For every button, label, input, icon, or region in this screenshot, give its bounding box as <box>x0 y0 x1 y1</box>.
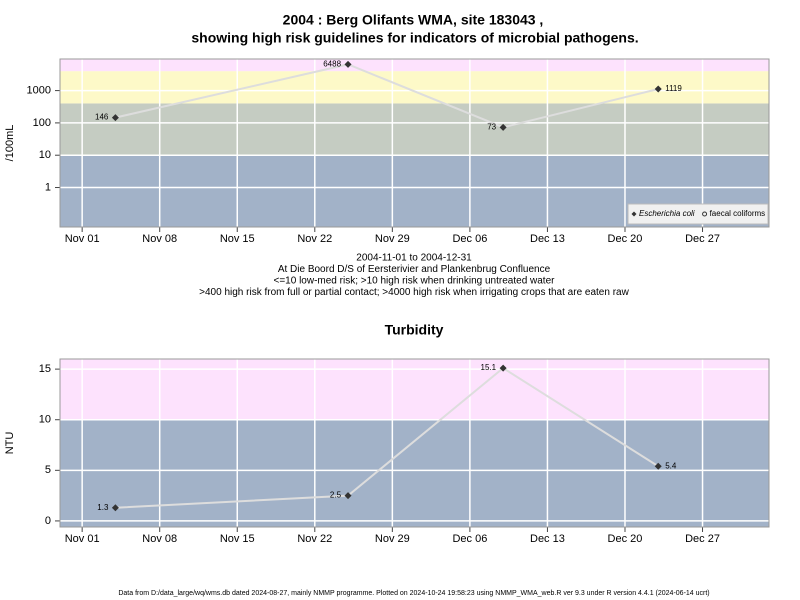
chart-title: 2004 : Berg Olifants WMA, site 183043 , <box>283 12 544 28</box>
legend-label: Escherichia coli <box>639 209 695 218</box>
value-label: 146 <box>95 113 109 122</box>
data-point <box>344 492 352 500</box>
x-tick-label: Dec 20 <box>608 533 643 545</box>
value-label: 1119 <box>665 84 682 93</box>
risk-band <box>60 71 769 104</box>
x-tick-label: Nov 15 <box>220 533 255 545</box>
value-label: 6488 <box>323 59 341 68</box>
x-tick-label: Nov 01 <box>65 233 100 245</box>
y-tick-label: 15 <box>39 363 51 375</box>
legend-label: faecal coliforms <box>710 209 766 218</box>
x-tick-label: Dec 27 <box>685 533 720 545</box>
x-tick-label: Nov 29 <box>375 233 410 245</box>
value-label: 73 <box>487 122 496 131</box>
footer: Data from D:/data_large/wq/wms.db dated … <box>118 590 709 597</box>
series-line <box>115 63 659 129</box>
value-label: 5.4 <box>665 461 677 470</box>
y-tick-label: 10 <box>39 414 51 426</box>
x-tick-label: Nov 08 <box>142 533 177 545</box>
note: At Die Boord D/S of Eersterivier and Pla… <box>278 264 551 275</box>
chart-title: Turbidity <box>385 322 444 338</box>
y-axis-label: /100mL <box>4 125 16 162</box>
legend-marker <box>631 211 637 217</box>
y-tick-label: 10 <box>39 149 51 161</box>
y-tick-label: 0 <box>45 515 51 527</box>
note: <=10 low-med risk; >10 high risk when dr… <box>274 276 556 287</box>
chart-subtitle: showing high risk guidelines for indicat… <box>191 30 638 46</box>
x-tick-label: Nov 22 <box>297 233 332 245</box>
plot-frame <box>59 58 770 228</box>
value-label: 1.3 <box>97 503 109 512</box>
risk-band <box>60 59 769 72</box>
series-line <box>115 366 659 509</box>
y-axis-label: NTU <box>4 432 16 455</box>
data-point <box>499 123 507 131</box>
plot-frame <box>59 358 770 528</box>
x-tick-label: Dec 06 <box>452 533 487 545</box>
x-tick-label: Nov 01 <box>65 533 100 545</box>
risk-band <box>60 103 769 156</box>
value-label: 2.5 <box>330 491 342 500</box>
y-tick-label: 5 <box>45 464 51 476</box>
y-tick-label: 100 <box>33 117 51 129</box>
legend-marker <box>702 211 708 217</box>
risk-band <box>60 419 769 527</box>
data-point <box>499 364 507 372</box>
x-tick-label: Dec 06 <box>452 233 487 245</box>
y-tick-label: 1000 <box>27 84 51 96</box>
note: >400 high risk from full or partial cont… <box>199 287 629 298</box>
x-tick-label: Dec 20 <box>608 233 643 245</box>
data-point <box>654 462 662 470</box>
x-tick-label: Nov 29 <box>375 533 410 545</box>
note: 2004-11-01 to 2004-12-31 <box>356 253 472 264</box>
x-tick-label: Dec 13 <box>530 233 565 245</box>
y-tick-label: 1 <box>45 181 51 193</box>
risk-band <box>60 359 769 420</box>
x-tick-label: Nov 15 <box>220 233 255 245</box>
x-tick-label: Nov 08 <box>142 233 177 245</box>
data-point <box>344 60 352 68</box>
data-point <box>111 504 119 512</box>
x-tick-label: Dec 27 <box>685 233 720 245</box>
x-tick-label: Nov 22 <box>297 533 332 545</box>
data-point <box>654 85 662 93</box>
value-label: 15.1 <box>481 363 497 372</box>
x-tick-label: Dec 13 <box>530 533 565 545</box>
data-point <box>111 114 119 122</box>
legend-box <box>627 203 769 225</box>
